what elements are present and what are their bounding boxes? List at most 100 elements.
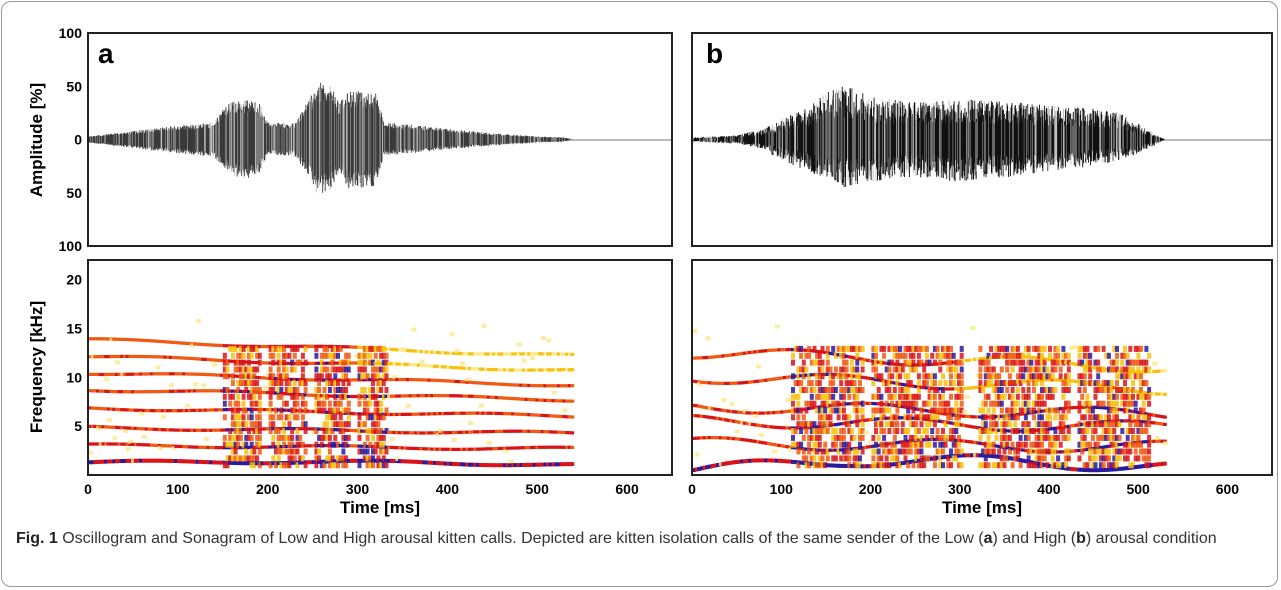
spectrum-cell (276, 380, 281, 387)
spectrum-cell (460, 352, 464, 356)
spectrum-cell (279, 462, 284, 469)
spectrum-cell (125, 458, 130, 463)
spectrum-cell (341, 441, 346, 448)
spectrum-cell (228, 460, 232, 465)
spectrum-cell (820, 387, 825, 393)
spectrum-cell (344, 407, 349, 414)
spectrum-cell (874, 448, 878, 455)
spectrum-cell (804, 400, 809, 407)
spectrum-cell (745, 422, 750, 426)
spectrum-cell (336, 394, 340, 398)
spectrum-cell (322, 407, 327, 414)
spectrum-cell (362, 345, 367, 352)
spectrum-cell (871, 393, 876, 400)
spectrum-cell (298, 359, 303, 366)
spectrum-cell (796, 414, 801, 421)
spectrum-cell (831, 455, 836, 462)
spectrum-cell (327, 448, 332, 455)
spectrum-cell (513, 412, 518, 416)
spectrum-cell (702, 380, 707, 385)
spectrum-cell (249, 448, 254, 455)
spectrum-cell (890, 448, 895, 455)
spectrum-cell (187, 356, 192, 360)
spectrum-cell (451, 351, 456, 355)
spectrum-cell (295, 387, 300, 393)
spectrum-cell (260, 361, 265, 365)
spectrum-cell (260, 407, 265, 412)
spectrum-cell (435, 461, 440, 466)
spectrum-cell (831, 434, 836, 441)
spectrum-cell (98, 442, 104, 447)
spectrum-cell (206, 460, 211, 465)
spectrum-cell (737, 381, 742, 385)
spectrum-cell (874, 402, 878, 406)
spectrum-cell (548, 430, 553, 434)
spectrum-cell (567, 368, 572, 372)
spectrum-cell (519, 446, 523, 450)
spectrum-cell (346, 380, 351, 387)
spectrum-cell (879, 428, 884, 434)
spectrum-cell (844, 421, 849, 428)
spectrum-cell (360, 394, 364, 399)
spectrum-cell (750, 411, 755, 415)
spectrum-cell (325, 421, 330, 428)
spectrum-cell (252, 462, 257, 469)
spectrum-cell (804, 366, 809, 373)
spectrum-cell (160, 428, 165, 432)
spectrum-cell (847, 402, 851, 406)
spectrum-cell (276, 428, 281, 434)
spectrum-cell (106, 355, 111, 359)
spectrum-cell (357, 414, 362, 421)
spectrum-cell (788, 409, 793, 413)
spectrum-cell (128, 390, 133, 394)
spectrum-cell (879, 359, 884, 366)
spectrum-cell (144, 338, 149, 343)
spectrum-cell (187, 389, 192, 393)
spectrum-cell (820, 400, 825, 407)
spectrum-cell (255, 375, 259, 380)
spectrum-cell (836, 373, 841, 380)
spectrum-cell (268, 387, 273, 393)
spectrum-cell (898, 400, 903, 407)
spectrum-cell (174, 341, 178, 345)
spectrum-cell (133, 426, 138, 430)
spectrum-cell (381, 434, 386, 441)
spectrum-cell (570, 399, 575, 403)
spectrum-cell (468, 367, 472, 371)
spectrum-cell (322, 393, 327, 400)
spectrum-cell (365, 448, 370, 455)
spectrum-cell (131, 354, 135, 358)
spectrum-cell (716, 416, 720, 421)
spectrum-cell (101, 425, 106, 429)
spectrum-cell (182, 372, 186, 376)
spectrum-cell (314, 366, 319, 373)
spectrum-cell (809, 406, 814, 410)
spectrum-cell (441, 447, 445, 451)
spectrum-cell (125, 442, 130, 446)
spectrum-cell (860, 419, 865, 423)
spectrum-cell (879, 414, 884, 421)
spectrum-cell (441, 351, 445, 355)
spectrum-cell (271, 387, 276, 393)
spectrum-cell (419, 447, 424, 451)
spectrum-cell (538, 462, 542, 467)
spectrum-cell (244, 448, 249, 455)
spectrum-cell (295, 409, 300, 413)
spectrum-cell (532, 413, 537, 417)
spectrum-cell (411, 394, 416, 398)
spectrum-cell (767, 458, 771, 463)
spectrum-cell (828, 403, 833, 408)
spectrum-cell (511, 429, 515, 433)
spectrum-cell (271, 373, 276, 380)
spectrum-cell (255, 455, 260, 462)
spectrum-cell (815, 425, 819, 429)
spectrum-cell (481, 447, 486, 451)
spectrum-cell (230, 441, 235, 448)
spectrum-cell (346, 352, 351, 359)
spectrum-cell (721, 408, 726, 412)
spectrum-cell (330, 441, 335, 448)
spectrum-cell (807, 462, 812, 469)
spectrum-cell (481, 381, 486, 385)
spectrum-cell (309, 361, 313, 365)
spectrum-cell (422, 447, 426, 451)
